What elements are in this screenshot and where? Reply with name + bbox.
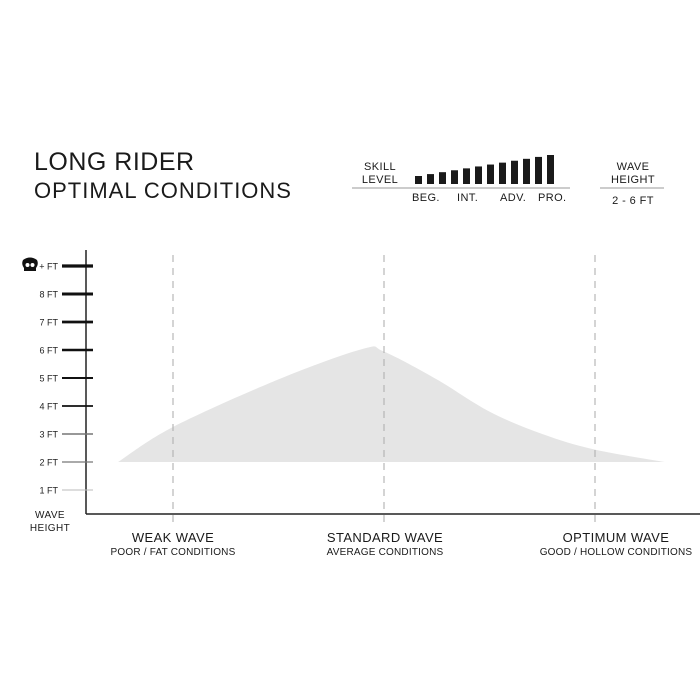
y-tick-label: + FT bbox=[39, 262, 58, 272]
skill-level-adv: ADV. bbox=[500, 192, 527, 204]
skill-level-int: INT. bbox=[457, 192, 479, 204]
category-title: OPTIMUM WAVE bbox=[562, 530, 670, 545]
wave-height-label-1: WAVE bbox=[616, 161, 650, 173]
skill-bar bbox=[463, 168, 470, 184]
skill-label-line2: LEVEL bbox=[361, 174, 399, 186]
category-subtitle: POOR / FAT CONDITIONS bbox=[110, 547, 236, 558]
y-tick-label: 5 FT bbox=[39, 374, 58, 384]
wave-height-box: WAVE HEIGHT 2 - 6 FT bbox=[598, 161, 668, 208]
skill-bar bbox=[523, 158, 530, 184]
category-label: WEAK WAVE POOR / FAT CONDITIONS bbox=[83, 530, 263, 558]
skill-bar bbox=[535, 156, 542, 184]
y-tick-label: 2 FT bbox=[39, 458, 58, 468]
y-axis-label-1: WAVE bbox=[35, 510, 65, 521]
skill-bar bbox=[487, 164, 494, 184]
y-tick-label: 7 FT bbox=[39, 318, 58, 328]
skill-bar bbox=[499, 162, 506, 184]
category-label: STANDARD WAVE AVERAGE CONDITIONS bbox=[295, 530, 475, 558]
wave-height-label-2: HEIGHT bbox=[611, 174, 655, 186]
skill-levels: BEG. INT. ADV. PRO. bbox=[398, 192, 578, 206]
wave-height-value: 2 - 6 FT bbox=[612, 195, 654, 207]
skill-bar bbox=[547, 155, 554, 184]
skill-bar bbox=[427, 174, 434, 184]
y-tick-label: 3 FT bbox=[39, 430, 58, 440]
y-tick-label: 8 FT bbox=[39, 290, 58, 300]
skill-level-label: SKILL LEVEL bbox=[360, 161, 400, 187]
y-tick-label: 4 FT bbox=[39, 402, 58, 412]
page-subtitle: OPTIMAL CONDITIONS bbox=[34, 178, 292, 203]
skill-level-beg: BEG. bbox=[412, 192, 440, 204]
skill-label-line1: SKILL bbox=[364, 161, 396, 173]
y-axis-label: WAVE HEIGHT bbox=[20, 509, 80, 535]
y-tick-label: 1 FT bbox=[39, 486, 58, 496]
page-title: LONG RIDER bbox=[34, 148, 195, 176]
skill-bar bbox=[451, 170, 458, 184]
skill-bar bbox=[439, 172, 446, 184]
skill-level-pro: PRO. bbox=[538, 192, 567, 204]
skill-bar bbox=[511, 160, 518, 184]
y-axis-label-2: HEIGHT bbox=[29, 523, 71, 534]
category-title: STANDARD WAVE bbox=[326, 530, 444, 545]
wave-area bbox=[118, 346, 665, 462]
skill-bar bbox=[475, 166, 482, 184]
category-title: WEAK WAVE bbox=[131, 530, 215, 545]
y-tick-label: 6 FT bbox=[39, 346, 58, 356]
skull-icon bbox=[22, 257, 38, 271]
category-subtitle: GOOD / HOLLOW CONDITIONS bbox=[539, 547, 693, 558]
skill-bar bbox=[415, 176, 422, 184]
category-subtitle: AVERAGE CONDITIONS bbox=[326, 547, 444, 558]
category-label: OPTIMUM WAVE GOOD / HOLLOW CONDITIONS bbox=[526, 530, 700, 558]
